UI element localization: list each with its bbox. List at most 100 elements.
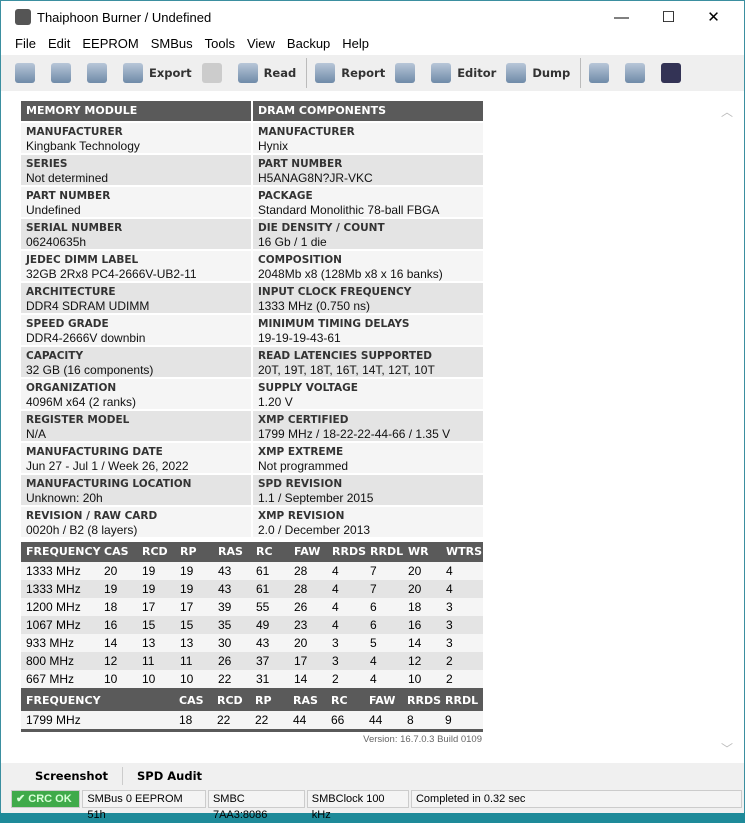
info-value: 2.0 / December 2013: [258, 523, 371, 537]
table-row: 800 MHz 12 11 11 26 37 17 3 4 12 2: [21, 652, 483, 670]
table-cell: 3: [446, 636, 453, 650]
open-folder-icon[interactable]: [51, 63, 71, 83]
toolbar: Export Read Report Editor Dump: [1, 55, 744, 91]
table-cell: 13: [142, 636, 156, 650]
table-cell: 4: [332, 582, 339, 596]
info-row: READ LATENCIES SUPPORTED 20T, 19T, 18T, 1…: [253, 345, 483, 377]
info-row: REVISION / RAW CARD 0020h / B2 (8 layers): [21, 505, 251, 537]
export-button[interactable]: Export: [123, 63, 192, 83]
completed-status: Completed in 0.32 sec: [410, 790, 742, 808]
info-label: SPD REVISION: [258, 478, 343, 490]
info-value: 1333 MHz (0.750 ns): [258, 299, 371, 313]
dump-button[interactable]: Dump: [506, 63, 570, 83]
info-value: 0020h / B2 (8 layers): [26, 523, 138, 537]
info-value: 4096M x64 (2 ranks): [26, 395, 137, 409]
table-cell: 39: [218, 600, 232, 614]
column-header: RP: [255, 694, 272, 707]
info-row: XMP EXTREME Not programmed: [253, 441, 483, 473]
menu-smbus[interactable]: SMBus: [150, 35, 193, 51]
minimize-button[interactable]: —: [614, 8, 629, 26]
report-button[interactable]: Report: [315, 63, 385, 83]
table-cell: 4: [446, 582, 453, 596]
info-row: REGISTER MODEL N/A: [21, 409, 251, 441]
vertical-scrollbar[interactable]: ︿ ﹀: [718, 91, 736, 763]
toolbar-separator: [306, 58, 308, 88]
table-cell: 3: [332, 654, 339, 668]
table-cell: 20: [294, 636, 308, 650]
table-cell: 44: [369, 713, 383, 727]
info-value: 20T, 19T, 18T, 16T, 14T, 12T, 10T: [258, 363, 435, 377]
read-button[interactable]: Read: [237, 63, 296, 83]
tab-spd-audit[interactable]: SPD Audit: [137, 769, 203, 783]
smbus-status: SMBus 0 EEPROM 51h: [82, 790, 206, 821]
save-disk-icon[interactable]: [87, 63, 107, 83]
column-header: CAS: [179, 694, 204, 707]
wrench-icon[interactable]: [395, 63, 416, 83]
menu-file[interactable]: File: [15, 35, 36, 51]
table-cell: 61: [256, 564, 270, 578]
table-cell: 43: [218, 582, 232, 596]
memory-module-panel: MEMORY MODULE MANUFACTURER Kingbank Techn…: [21, 101, 251, 537]
table-cell: 1333 MHz: [26, 564, 81, 578]
info-value: DDR4-2666V downbin: [26, 331, 146, 345]
info-label: PART NUMBER: [258, 158, 343, 170]
scroll-down-icon[interactable]: ﹀: [720, 742, 733, 756]
settings-gear-icon[interactable]: [15, 63, 35, 83]
column-header: WTRS: [446, 545, 483, 558]
version-label: Version: 16.7.0.3 Build 0109: [363, 734, 482, 745]
editor-button[interactable]: Editor: [431, 63, 496, 83]
table-cell: 44: [293, 713, 307, 727]
waveform-icon[interactable]: [661, 63, 682, 83]
table-cell: 800 MHz: [26, 654, 75, 668]
info-value: Hynix: [258, 139, 289, 153]
column-header: FREQUENCY: [26, 545, 101, 558]
menu-backup[interactable]: Backup: [286, 35, 331, 51]
menu-tools[interactable]: Tools: [204, 35, 235, 51]
table-cell: 5: [370, 636, 377, 650]
table-cell: 11: [180, 654, 193, 668]
info-value: 1799 MHz / 18-22-22-44-66 / 1.35 V: [258, 427, 451, 441]
table-header-row: FREQUENCY CAS RCD RP RAS RC FAW RRDS RRDL WR WTRS: [21, 542, 483, 562]
table-cell: 13: [180, 636, 194, 650]
bottom-tabs: Screenshot SPD Audit: [21, 767, 216, 785]
menu-eeprom[interactable]: EEPROM: [82, 35, 139, 51]
table-cell: 26: [294, 600, 308, 614]
dram-components-header: DRAM COMPONENTS: [253, 101, 483, 121]
menu-view[interactable]: View: [246, 35, 275, 51]
menu-help[interactable]: Help: [342, 35, 370, 51]
tab-screenshot[interactable]: Screenshot: [21, 767, 123, 785]
info-value: N/A: [26, 427, 47, 441]
copy-documents-icon[interactable]: [625, 63, 646, 83]
table-cell: 4: [446, 564, 453, 578]
info-row: JEDEC DIMM LABEL 32GB 2Rx8 PC4-2666V-UB2-…: [21, 249, 251, 281]
table-cell: 12: [104, 654, 118, 668]
info-row: MINIMUM TIMING DELAYS 19-19-19-43-61: [253, 313, 483, 345]
close-button[interactable]: ✕: [707, 9, 720, 26]
table-cell: 6: [370, 600, 377, 614]
info-row: MANUFACTURER Kingbank Technology: [21, 121, 251, 153]
table-cell: 1200 MHz: [26, 600, 81, 614]
column-header: RRDS: [332, 545, 366, 558]
info-row: SUPPLY VOLTAGE 1.20 V: [253, 377, 483, 409]
menu-bar: File Edit EEPROM SMBus Tools View Backup…: [1, 33, 744, 53]
info-label: ARCHITECTURE: [26, 286, 116, 298]
lock-icon[interactable]: [201, 63, 222, 83]
dump-label: Dump: [532, 66, 571, 80]
menu-edit[interactable]: Edit: [47, 35, 71, 51]
scroll-up-icon[interactable]: ︿: [720, 105, 733, 119]
info-row: MANUFACTURING LOCATION Unknown: 20h: [21, 473, 251, 505]
info-label: SERIES: [26, 158, 68, 170]
read-magnifier-icon: [237, 63, 258, 83]
info-value: Not determined: [26, 171, 109, 185]
chip-search-icon[interactable]: [589, 63, 610, 83]
info-value: Undefined: [26, 203, 81, 217]
info-label: XMP EXTREME: [258, 446, 344, 458]
export-icon: [123, 63, 143, 83]
info-label: COMPOSITION: [258, 254, 342, 266]
table-cell: 2: [446, 654, 453, 668]
table-cell: 4: [332, 600, 339, 614]
maximize-button[interactable]: ☐: [661, 9, 676, 26]
info-row: XMP CERTIFIED 1799 MHz / 18-22-22-44-66 /…: [253, 409, 483, 441]
table-cell: 28: [294, 582, 308, 596]
